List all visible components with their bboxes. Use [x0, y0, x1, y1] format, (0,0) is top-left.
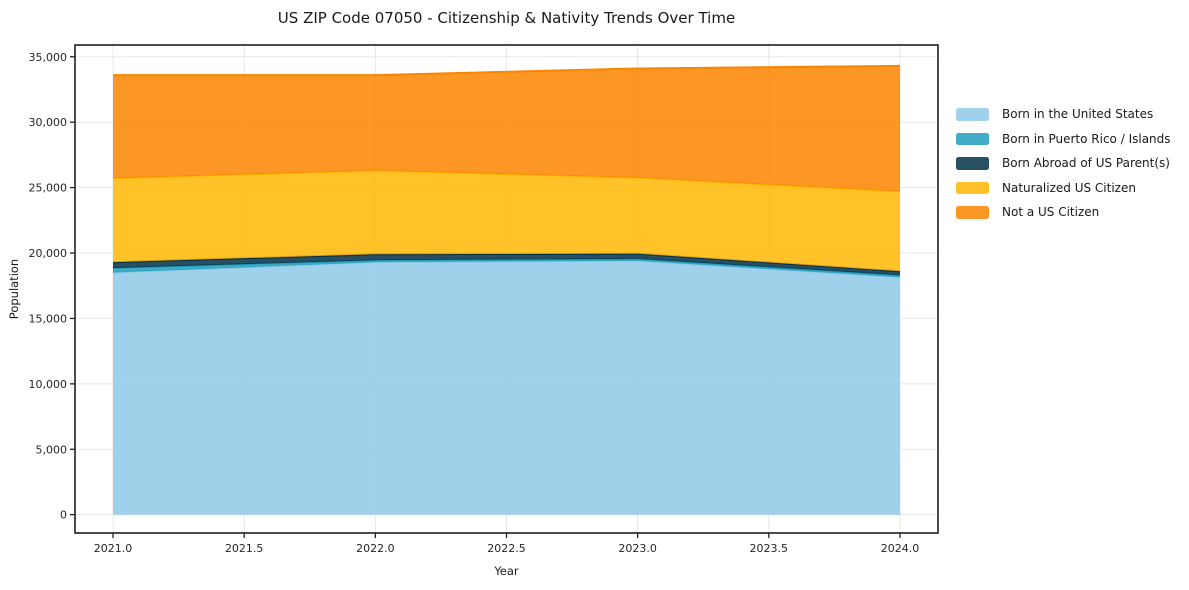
- legend-item-2: Born Abroad of US Parent(s): [956, 151, 1171, 176]
- y-tick-label: 25,000: [29, 182, 68, 195]
- legend-label: Born in the United States: [1002, 107, 1154, 122]
- area-series-3: [113, 170, 900, 272]
- y-tick-label: 30,000: [29, 116, 68, 129]
- legend-swatch-icon: [956, 181, 989, 194]
- y-axis-label: Population: [7, 258, 21, 320]
- legend-label: Naturalized US Citizen: [1002, 180, 1136, 195]
- y-tick-label: 20,000: [29, 247, 68, 260]
- x-axis-label: Year: [494, 564, 519, 578]
- legend-swatch-icon: [956, 132, 989, 145]
- x-tick-label: 2024.0: [881, 542, 920, 555]
- area-outline-4: [113, 64, 901, 77]
- x-tick-label: 2022.0: [356, 542, 395, 555]
- x-tick-label: 2021.5: [225, 542, 264, 555]
- legend-swatch-icon: [956, 157, 989, 170]
- legend-item-1: Born in Puerto Rico / Islands: [956, 127, 1171, 152]
- x-tick-label: 2021.0: [94, 542, 133, 555]
- area-series-0: [113, 260, 900, 515]
- x-tick-label: 2023.0: [618, 542, 657, 555]
- area-series-4: [113, 65, 900, 192]
- x-tick-label: 2023.5: [750, 542, 789, 555]
- legend-item-0: Born in the United States: [956, 102, 1171, 127]
- y-tick-label: 0: [60, 509, 67, 522]
- y-tick-label: 15,000: [29, 312, 68, 325]
- x-tick-label: 2022.5: [487, 542, 526, 555]
- legend-item-4: Not a US Citizen: [956, 200, 1171, 225]
- legend-swatch-icon: [956, 108, 989, 121]
- y-tick-label: 35,000: [29, 51, 68, 64]
- legend-label: Not a US Citizen: [1002, 205, 1100, 220]
- legend-label: Born in Puerto Rico / Islands: [1002, 131, 1171, 146]
- y-tick-label: 10,000: [29, 378, 68, 391]
- legend-label: Born Abroad of US Parent(s): [1002, 156, 1170, 171]
- y-tick-label: 5,000: [36, 443, 68, 456]
- chart-title: US ZIP Code 07050 - Citizenship & Nativi…: [277, 9, 736, 27]
- legend-item-3: Naturalized US Citizen: [956, 176, 1171, 201]
- legend: Born in the United States Born in Puerto …: [956, 102, 1171, 225]
- legend-swatch-icon: [956, 206, 989, 219]
